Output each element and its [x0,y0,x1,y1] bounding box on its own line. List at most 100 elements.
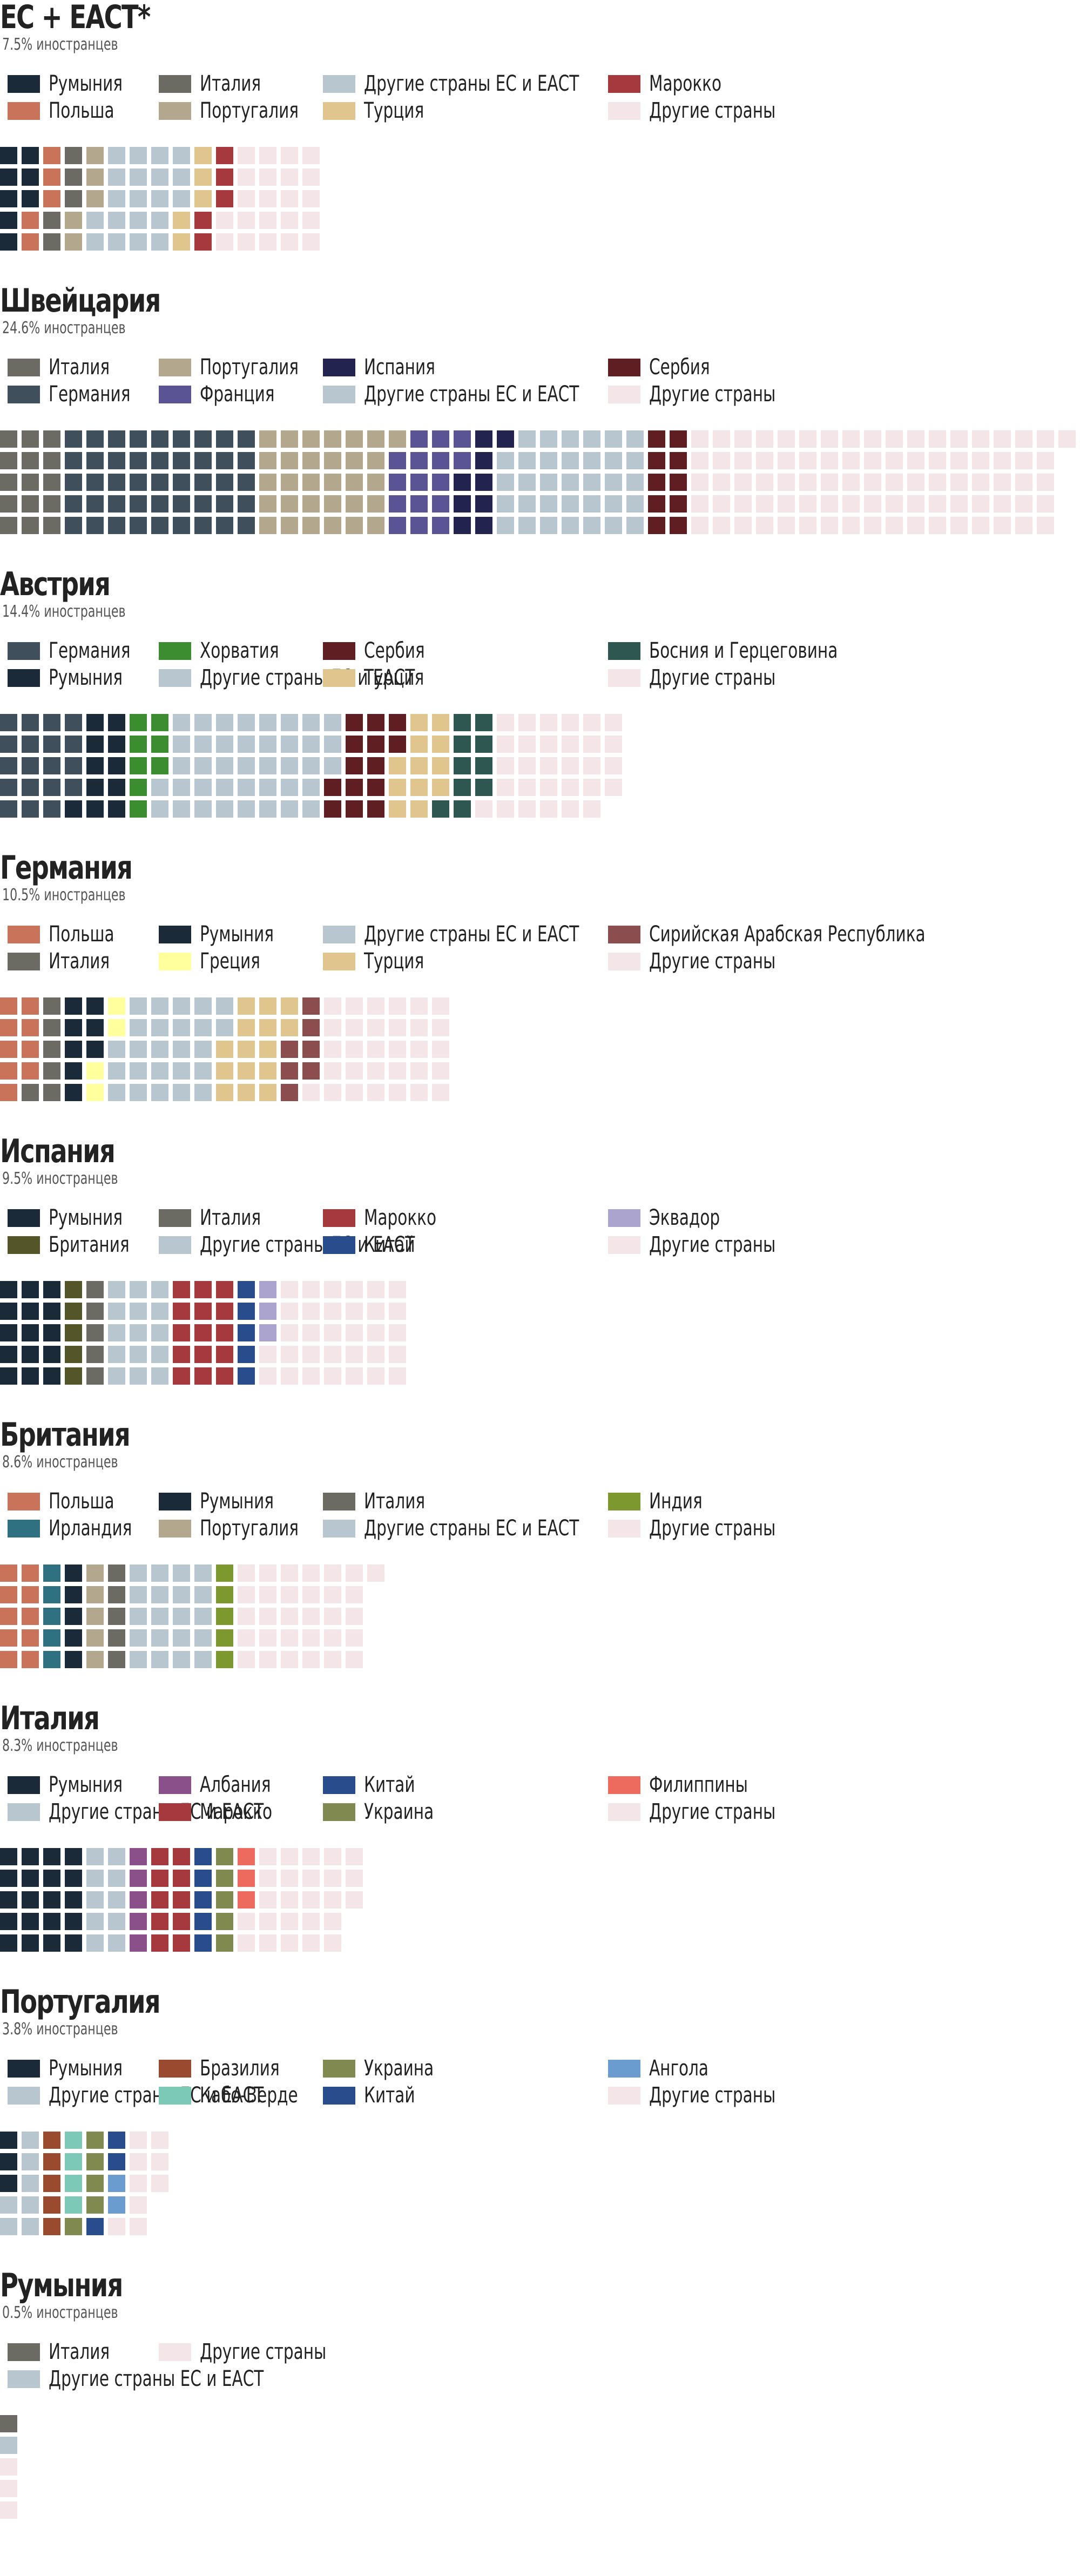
waffle-cell-другие-страны-ес-и-еаст [130,1565,147,1582]
legend-label: Италия [49,355,110,380]
waffle-cell-италия [108,1608,125,1625]
waffle-cell-другие-страны [864,430,881,448]
waffle-cell-другие-страны-ес-и-еаст [605,495,622,512]
legend-label: Румыния [49,2056,123,2081]
waffle-cell-португалия [259,517,276,534]
waffle-cell-другие-страны [540,779,557,796]
waffle-cell-испания [497,430,514,448]
waffle-cell-другие-страны [864,495,881,512]
waffle-cell-германия [238,495,255,512]
waffle-cell-другие-страны [756,495,773,512]
waffle-cell-другие-страны-ес-и-еаст [626,430,644,448]
waffle-cell-румыния [108,736,125,753]
legend-label: Бразилия [200,2056,280,2081]
legend-swatch [8,2343,40,2361]
legend-swatch [159,386,191,403]
waffle-cell-польша [0,1084,17,1101]
waffle-cell-другие-страны [324,1891,341,1909]
waffle-cell-другие-страны-ес-и-еаст [108,1303,125,1320]
legend-label: Франция [200,382,275,407]
waffle-cell-сирийская-арабская-республика [302,997,320,1015]
waffle-cell-другие-страны [259,1608,276,1625]
waffle-cell-италия [108,1586,125,1603]
waffle-cell-другие-страны [346,1891,363,1909]
waffle-cell-другие-страны-ес-и-еаст [130,190,147,207]
waffle-cell-другие-страны-ес-и-еаст [108,233,125,251]
waffle-cell-франция [389,452,406,469]
waffle-cell-другие-страны-ес-и-еаст [108,190,125,207]
waffle-cell-другие-страны [281,212,298,229]
waffle-cell-португалия [367,474,384,491]
waffle-cell-албания [130,1891,147,1909]
waffle-cell-другие-страны [756,430,773,448]
waffle-cell-другие-страны [713,430,730,448]
chart-title: Испания [0,1132,116,1170]
waffle-cell-италия [0,474,17,491]
waffle-cell-италия [65,147,82,164]
legend-swatch [323,1236,355,1254]
waffle-cell-сербия [670,495,687,512]
waffle-cell-другие-страны [972,495,989,512]
waffle-cell-другие-страны-ес-и-еаст [281,779,298,796]
waffle-cell-франция [410,495,428,512]
waffle-cell-другие-страны [994,495,1011,512]
waffle-cell-другие-страны [583,779,600,796]
waffle-cell-китай [238,1346,255,1363]
legend-label: Сербия [649,355,710,380]
legend-label: Португалия [200,355,299,380]
chart-title: Британия [0,1416,131,1454]
waffle-cell-марокко [173,1891,190,1909]
waffle-cell-марокко [151,1870,168,1887]
waffle-cell-сирийская-арабская-республика [302,1041,320,1058]
waffle-cell-другие-страны-ес-и-еаст [605,430,622,448]
waffle-cell-другие-страны-ес-и-еаст [151,1586,168,1603]
legend-swatch [323,953,355,970]
waffle-cell-румыния [86,757,104,774]
waffle-cell-германия [151,430,168,448]
waffle-cell-другие-страны [389,1367,406,1385]
waffle-cell-другие-страны [518,800,536,818]
waffle-cell-другие-страны [216,212,233,229]
waffle-cell-германия [108,452,125,469]
waffle-cell-греция [108,997,125,1015]
waffle-cell-другие-страны [950,430,968,448]
waffle-cell-другие-страны [929,474,946,491]
waffle-cell-другие-страны-ес-и-еаст [151,1303,168,1320]
waffle-cell-турция [216,1084,233,1101]
waffle-cell-румыния [65,1019,82,1036]
waffle-cell-другие-страны [281,1934,298,1952]
waffle-cell-румыния [0,2153,17,2170]
waffle-cell-другие-страны-ес-и-еаст [22,2196,39,2214]
waffle-cell-румыния [65,1041,82,1058]
waffle-cell-другие-страны [1015,495,1032,512]
waffle-cell-марокко [216,1367,233,1385]
waffle-cell-другие-страны [302,1629,320,1647]
waffle-cell-другие-страны-ес-и-еаст [259,779,276,796]
waffle-cell-другие-страны-ес-и-еаст [130,1281,147,1298]
waffle-cell-другие-страны [324,1062,341,1080]
legend-label: Румыния [49,71,123,96]
legend-swatch [159,953,191,970]
legend-swatch [8,2087,40,2105]
waffle-cell-румыния [22,1934,39,1952]
waffle-cell-другие-страны-ес-и-еаст [626,495,644,512]
waffle-cell-турция [216,1062,233,1080]
waffle-cell-германия [22,779,39,796]
waffle-cell-другие-страны [324,1870,341,1887]
waffle-cell-польша [43,147,60,164]
waffle-cell-другие-страны-ес-и-еаст [194,1651,212,1668]
waffle-cell-другие-страны [259,168,276,186]
waffle-cell-румыния [43,1303,60,1320]
legend-swatch [323,2060,355,2078]
waffle-cell-марокко [173,1934,190,1952]
waffle-cell-португалия [389,430,406,448]
waffle-cell-польша [22,212,39,229]
waffle-cell-другие-страны-ес-и-еаст [151,1281,168,1298]
waffle-cell-другие-страны-ес-и-еаст [108,1913,125,1930]
waffle-cell-другие-страны [238,147,255,164]
legend-label: Марокко [200,1799,273,1824]
waffle-cell-другие-страны [799,517,816,534]
waffle-cell-другие-страны-ес-и-еаст [302,736,320,753]
waffle-cell-украина [86,2175,104,2192]
waffle-cell-германия [216,474,233,491]
